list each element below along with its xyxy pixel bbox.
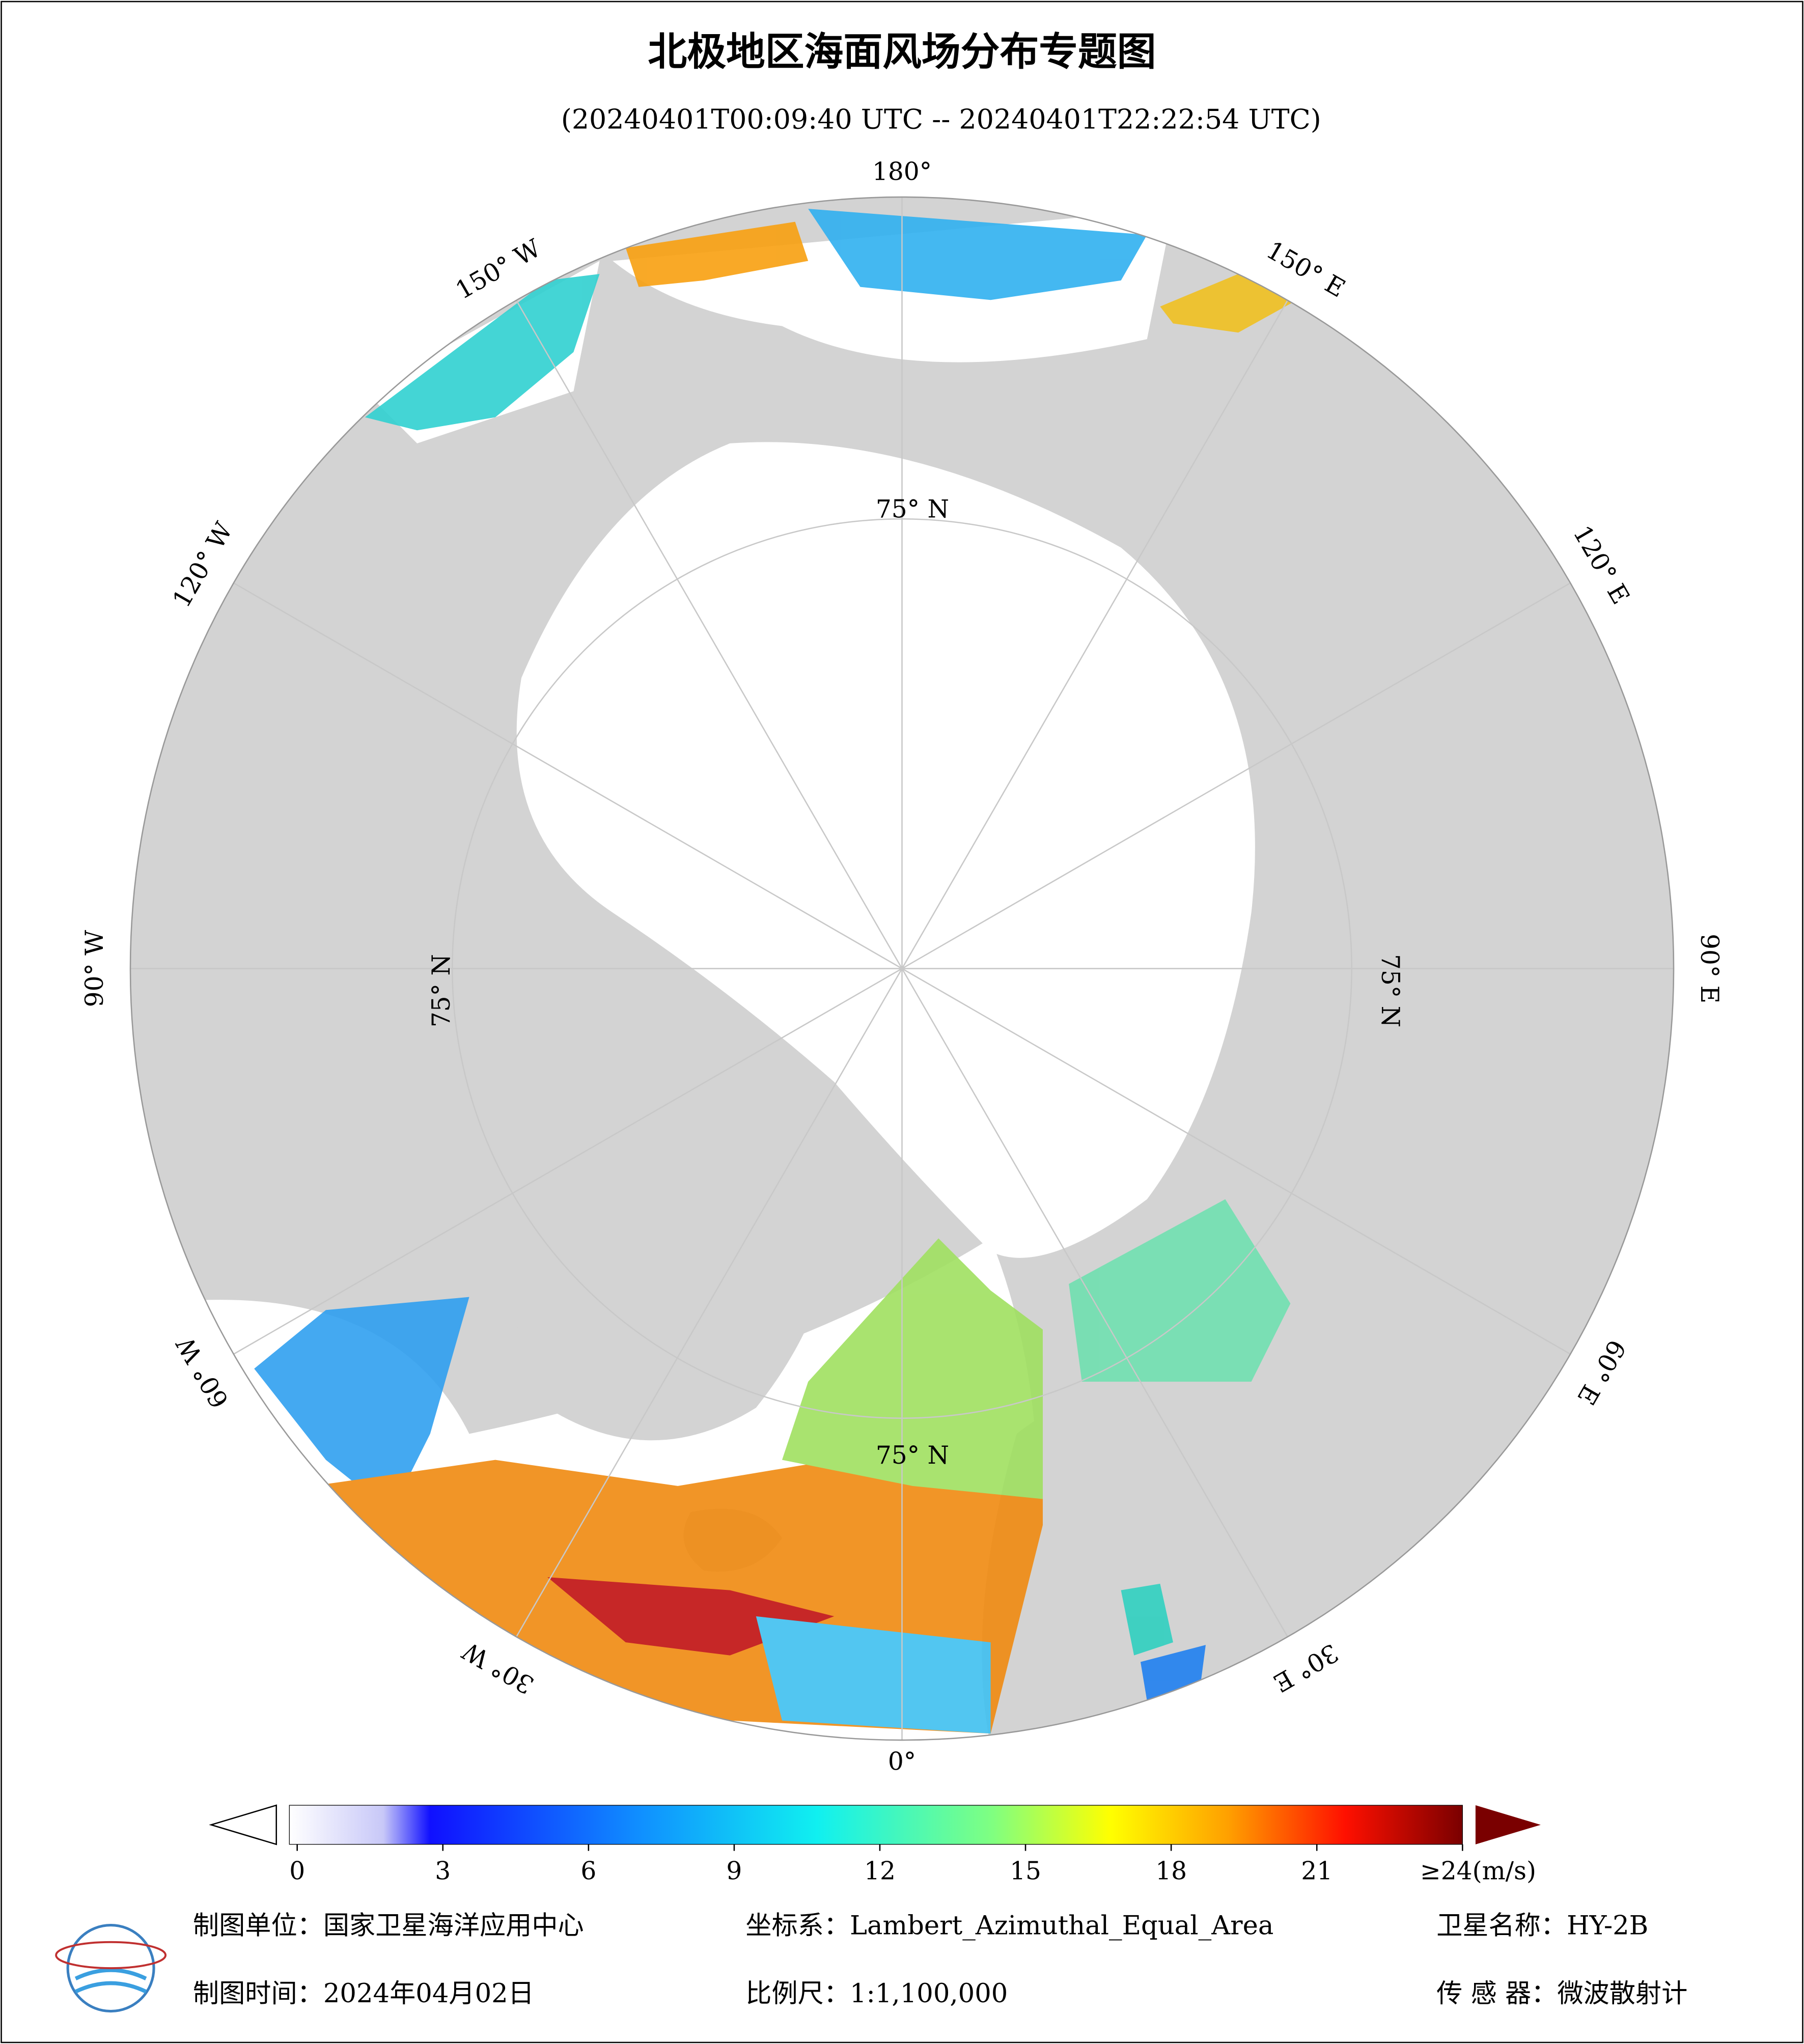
lon-label: 90° E xyxy=(1695,934,1724,1003)
map-body xyxy=(130,197,1674,1741)
footer-satellite: 卫星名称：HY-2B xyxy=(1436,1911,1648,1941)
footer-sensor: 传 感 器：微波散射计 xyxy=(1436,1978,1687,2009)
footer-scale: 比例尺：1:1,100,000 xyxy=(745,1978,1008,2009)
colorbar-tick-label: 6 xyxy=(580,1857,596,1886)
colorbar-tick-label: 12 xyxy=(864,1857,896,1886)
logo xyxy=(55,1923,167,2013)
colorbar xyxy=(209,1804,1541,1845)
colorbar-tick-label: ≥24(m/s) xyxy=(1420,1857,1536,1886)
lon-label: 60° E xyxy=(1571,1335,1631,1410)
colorbar-ramp xyxy=(289,1805,1463,1845)
colorbar-ticks: 0 3 6 9 12 15 18 21 ≥24(m/s) xyxy=(289,1844,1536,1886)
map-border xyxy=(129,196,1675,1741)
footer-crs: 坐标系：Lambert_Azimuthal_Equal_Area xyxy=(745,1911,1273,1941)
lon-label: 30° E xyxy=(1268,1638,1343,1697)
lat-label: 75° N xyxy=(427,954,456,1027)
graticule-lon xyxy=(130,197,1674,1741)
lon-label: 30° W xyxy=(458,1636,539,1699)
colorbar-tick-label: 18 xyxy=(1155,1857,1187,1886)
arctic-ocean xyxy=(516,442,1255,1258)
greenland xyxy=(514,1074,840,1441)
lat-label: 75° N xyxy=(876,1441,949,1470)
lat-label: 75° N xyxy=(1376,954,1404,1027)
colorbar-low-arrow xyxy=(209,1804,277,1845)
footer-unit: 制图单位：国家卫星海洋应用中心 xyxy=(193,1911,584,1941)
wind-field xyxy=(254,209,1297,1734)
colorbar-tick-label: 15 xyxy=(1010,1857,1041,1886)
lon-label: 60° W xyxy=(171,1332,234,1413)
title: 北极地区海面风场分布专题图 xyxy=(648,29,1156,75)
lon-label: 90° W xyxy=(80,930,109,1007)
colorbar-tick-label: 0 xyxy=(289,1857,305,1886)
lat-labels: 75° N 75° N 75° N 75° N xyxy=(427,495,1404,1470)
lon-label: 180° xyxy=(872,157,932,186)
colorbar-tick-label: 9 xyxy=(726,1857,742,1886)
colorbar-high-arrow xyxy=(1475,1805,1541,1844)
footer-date: 制图时间：2024年04月02日 xyxy=(193,1978,534,2009)
colorbar-tick-label: 21 xyxy=(1301,1857,1333,1886)
subtitle: (20240401T00:09:40 UTC -- 20240401T22:22… xyxy=(561,103,1321,135)
lat-label: 75° N xyxy=(876,495,949,523)
lon-label: 0° xyxy=(888,1748,916,1776)
colorbar-tick-label: 3 xyxy=(435,1857,451,1886)
